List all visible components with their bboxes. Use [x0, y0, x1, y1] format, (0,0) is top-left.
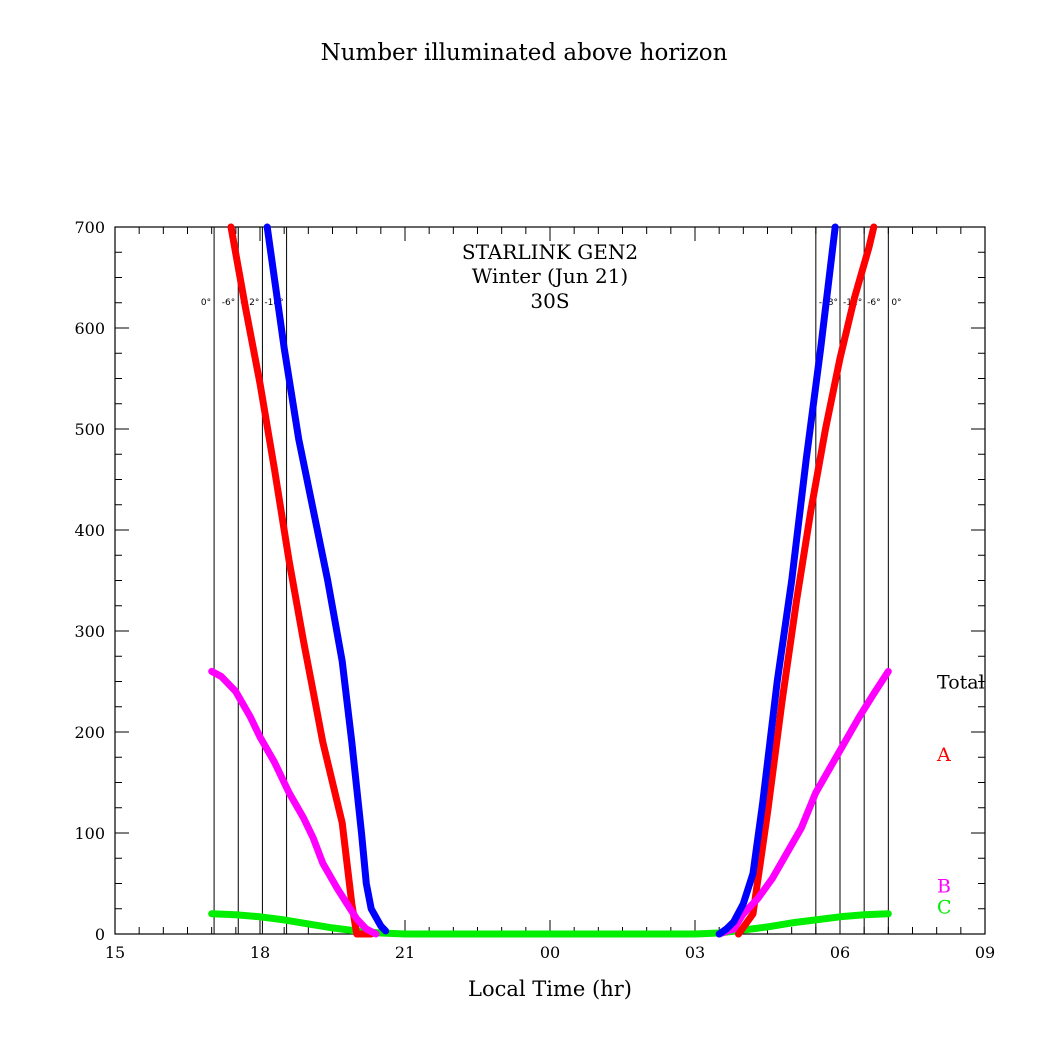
x-tick-label: 21	[395, 943, 415, 962]
annotation-line-1: STARLINK GEN2	[462, 240, 638, 264]
series-line-c	[208, 910, 892, 938]
x-tick-label: 06	[830, 943, 850, 962]
x-axis-label: Local Time (hr)	[468, 977, 632, 1001]
y-tick-label: 0	[95, 925, 105, 944]
x-tick-label: 15	[105, 943, 125, 962]
y-tick-label: 700	[74, 218, 105, 237]
sun-altitude-label: -18°	[264, 298, 283, 308]
y-tick-label: 100	[74, 824, 105, 843]
sun-altitude-label: -12°	[240, 298, 259, 308]
legend-label-c: C	[937, 897, 952, 919]
series-line-b	[715, 667, 892, 938]
y-tick-label: 300	[74, 622, 105, 641]
axis-ticks: 15 18 21 00 03 06 09 0 100 200 300 400 500 600 700	[74, 218, 995, 962]
y-tick-label: 200	[74, 723, 105, 742]
annotation-line-3: 30S	[530, 289, 569, 313]
sun-altitude-label: 0°	[201, 298, 211, 308]
series-lines	[208, 223, 892, 938]
sun-altitude-label: -6°	[222, 298, 235, 308]
plot-area	[114, 226, 986, 935]
series-line-total	[715, 223, 839, 938]
x-tick-label: 09	[975, 943, 995, 962]
x-tick-label: 00	[540, 943, 560, 962]
y-tick-label: 500	[74, 420, 105, 439]
inset-annotation: STARLINK GEN2 Winter (Jun 21) 30S	[462, 240, 638, 313]
plot-border	[114, 226, 986, 935]
series-line-b	[208, 667, 380, 938]
annotation-line-2: Winter (Jun 21)	[472, 264, 628, 288]
x-tick-label: 18	[250, 943, 270, 962]
y-tick-label: 400	[74, 521, 105, 540]
legend-label-a: A	[936, 744, 951, 766]
sun-altitude-label: -6°	[867, 298, 880, 308]
sun-altitude-label: 0°	[891, 298, 901, 308]
chart-title: Number illuminated above horizon	[321, 40, 728, 66]
x-tick-label: 03	[685, 943, 705, 962]
series-line-total	[263, 223, 390, 935]
y-tick-label: 600	[74, 319, 105, 338]
legend-label-total: Total	[937, 672, 985, 694]
series-line-a	[735, 223, 878, 938]
series-line-a	[227, 223, 375, 938]
legend-label-b: B	[937, 876, 951, 898]
legend: Total A BC	[936, 672, 985, 919]
